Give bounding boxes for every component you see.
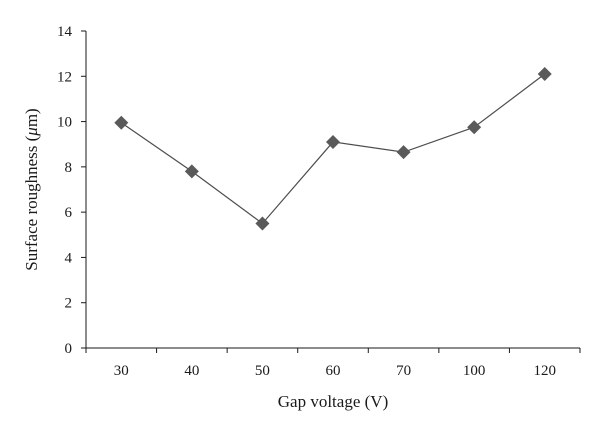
data-point-marker	[114, 115, 129, 130]
y-tick-label: 2	[65, 296, 73, 312]
y-axis-title-unit: μ	[22, 127, 41, 137]
y-tick-label: 8	[65, 160, 73, 176]
y-axis-title-prefix: Surface roughness (	[22, 135, 41, 270]
x-axis-title: Gap voltage (V)	[278, 392, 388, 411]
data-point-marker	[537, 67, 552, 82]
data-point-marker	[396, 145, 411, 160]
x-tick-label: 60	[326, 363, 341, 379]
y-tick-label: 14	[57, 24, 73, 40]
data-point-marker	[255, 216, 270, 231]
x-tick-label: 120	[533, 363, 556, 379]
y-tick-label: 6	[65, 205, 73, 221]
x-tick-label: 30	[114, 363, 129, 379]
x-tick-label: 70	[396, 363, 411, 379]
y-axis-title: Surface roughness (μm)	[22, 108, 41, 270]
series-group	[114, 67, 552, 231]
data-point-marker	[184, 164, 199, 179]
x-tick-label: 50	[255, 363, 270, 379]
y-axis-title-suffix: m)	[22, 108, 41, 127]
x-tick-label: 100	[463, 363, 486, 379]
y-tick-label: 12	[57, 69, 72, 85]
y-axis-ticks: 0 2 4 6 8 10 12 14	[57, 24, 86, 357]
y-tick-label: 4	[65, 250, 73, 266]
x-tick-label: 40	[184, 363, 199, 379]
x-axis-ticks: 30 40 50 60 70 100 120	[85, 348, 581, 379]
data-point-marker	[467, 120, 482, 135]
y-tick-label: 10	[57, 115, 72, 131]
y-tick-label: 0	[65, 341, 73, 357]
data-point-marker	[326, 134, 340, 149]
